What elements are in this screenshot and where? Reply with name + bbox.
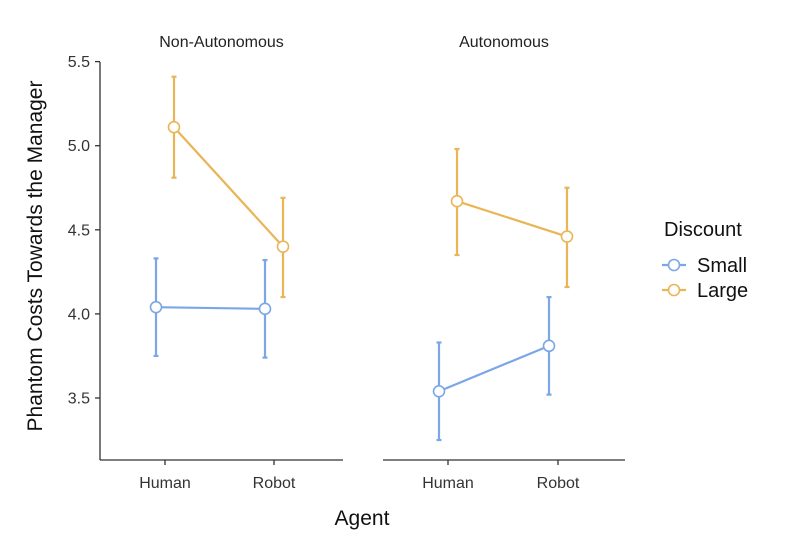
facet-panel-1: Autonomous Human Robot: [383, 34, 625, 492]
y-tick-label: 4.5: [68, 222, 90, 239]
series-line-small: [438, 344, 550, 393]
x-tick-label: Robot: [537, 475, 580, 492]
legend-key-point: [667, 283, 681, 297]
y-tick-label: 5.5: [68, 54, 90, 71]
series-line-large: [173, 126, 284, 248]
x-axis-title: Agent: [335, 507, 390, 530]
y-axis-title: Phantom Costs Towards the Manager: [24, 81, 47, 432]
y-tick-label: 5.0: [68, 138, 90, 155]
x-tick-label: Human: [139, 475, 191, 492]
legend-label: Small: [697, 255, 747, 277]
legend: Discount Small Large: [662, 219, 748, 302]
legend-item-large: Large: [662, 280, 748, 302]
legend-item-small: Small: [662, 255, 747, 277]
facet-panel-0: Non-Autonomous Human Robot: [100, 34, 343, 492]
data-point-small: [542, 339, 556, 353]
data-point-large: [276, 240, 290, 253]
data-point-large: [450, 194, 464, 208]
data-point-small: [149, 300, 163, 314]
legend-key-point: [667, 258, 681, 272]
x-tick-label: Human: [422, 475, 474, 492]
facet-title: Non-Autonomous: [159, 34, 284, 51]
legend-title: Discount: [664, 219, 742, 241]
facet-title: Autonomous: [459, 34, 549, 51]
x-tick-label: Robot: [253, 475, 296, 492]
data-point-large: [560, 230, 574, 243]
data-point-small: [258, 302, 272, 316]
data-point-large: [167, 120, 181, 134]
y-tick-label: 4.0: [68, 306, 90, 323]
series-line-small: [155, 306, 266, 310]
series-line-large: [456, 200, 568, 238]
legend-label: Large: [697, 280, 748, 302]
y-tick-label: 3.5: [68, 391, 90, 408]
data-point-small: [432, 384, 446, 398]
